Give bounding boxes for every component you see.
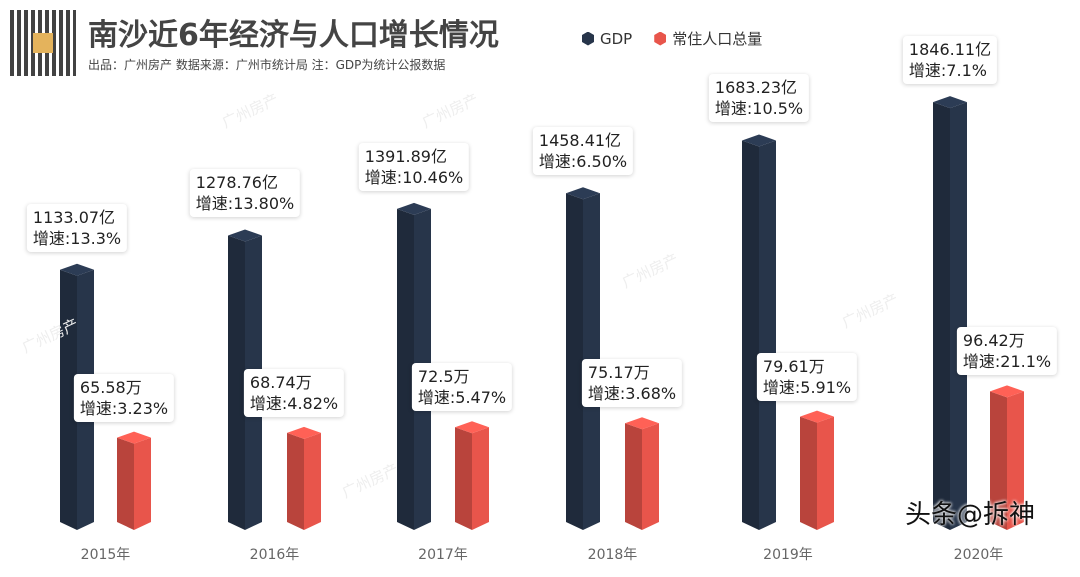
gdp-bar (397, 202, 431, 530)
population-bar (800, 410, 834, 530)
data-label: 72.5万 增速:5.47% (411, 363, 513, 412)
x-tick-label: 2020年 (953, 547, 1004, 563)
legend-pop-icon (654, 31, 667, 46)
x-tick-label: 2018年 (587, 547, 638, 563)
population-bar (117, 431, 151, 530)
value-label: 96.42万 (962, 331, 1025, 351)
data-label: 1133.07亿 增速:13.3% (26, 203, 128, 252)
data-label: 1846.11亿 增速:7.1% (902, 36, 998, 85)
value-label: 1133.07亿 (32, 207, 116, 227)
growth-label: 增速:10.46% (364, 167, 464, 187)
chart-subtitle: 出品：广州房产 数据来源：广州市统计局 注：GDP为统计公报数据 (88, 58, 446, 72)
legend-gdp: GDP (600, 29, 633, 48)
value-label: 1846.11亿 (908, 40, 992, 60)
growth-label: 增速:3.23% (79, 398, 169, 418)
data-label: 1278.76亿 增速:13.80% (189, 169, 301, 218)
growth-label: 增速:4.82% (249, 393, 339, 413)
data-label: 65.58万 增速:3.23% (73, 373, 175, 422)
data-label: 1458.41亿 增速:6.50% (532, 127, 634, 176)
growth-label: 增速:5.47% (417, 388, 507, 408)
growth-label: 增速:13.3% (32, 228, 122, 248)
data-label: 75.17万 增速:3.68% (581, 359, 683, 408)
value-label: 79.61万 (762, 356, 825, 376)
growth-label: 增速:21.1% (962, 352, 1052, 372)
x-tick-label: 2017年 (418, 547, 468, 563)
legend-pop: 常住人口总量 (672, 30, 763, 48)
growth-label: 增速:13.80% (195, 194, 295, 214)
value-label: 72.5万 (417, 367, 470, 387)
population-bar (287, 426, 321, 530)
value-label: 1391.89亿 (364, 146, 447, 166)
value-label: 65.58万 (79, 377, 142, 397)
legend-gdp-icon (582, 31, 594, 46)
value-label: 1458.41亿 (538, 131, 622, 151)
value-label: 1683.23亿 (714, 78, 798, 98)
value-label: 68.74万 (249, 372, 312, 392)
signature: 头条@拆神 (905, 500, 1036, 530)
data-label: 1683.23亿 增速:10.5% (708, 74, 810, 123)
growth-label: 增速:5.91% (762, 377, 852, 397)
population-bar (455, 421, 489, 530)
data-label: 96.42万 增速:21.1% (956, 327, 1058, 376)
gdp-bar (933, 96, 967, 530)
data-label: 1391.89亿 增速:10.46% (358, 142, 470, 191)
x-tick-label: 2016年 (249, 547, 300, 563)
x-tick-label: 2015年 (80, 547, 131, 563)
population-bar (625, 417, 659, 530)
growth-label: 增速:10.5% (714, 99, 804, 119)
data-label: 68.74万 增速:4.82% (243, 368, 345, 417)
growth-label: 增速:3.68% (587, 384, 677, 404)
value-label: 75.17万 (587, 363, 650, 383)
legend: GDP 常住人口总量 (582, 28, 762, 49)
chart-title: 南沙近6年经济与人口增长情况 (88, 18, 499, 53)
growth-label: 增速:6.50% (538, 152, 628, 172)
value-label: 1278.76亿 (195, 173, 278, 193)
data-label: 79.61万 增速:5.91% (756, 352, 858, 401)
qr-code (10, 10, 76, 76)
x-tick-label: 2019年 (763, 547, 813, 563)
population-bar (990, 385, 1024, 530)
gdp-bar (742, 134, 776, 530)
growth-label: 增速:7.1% (908, 61, 987, 81)
